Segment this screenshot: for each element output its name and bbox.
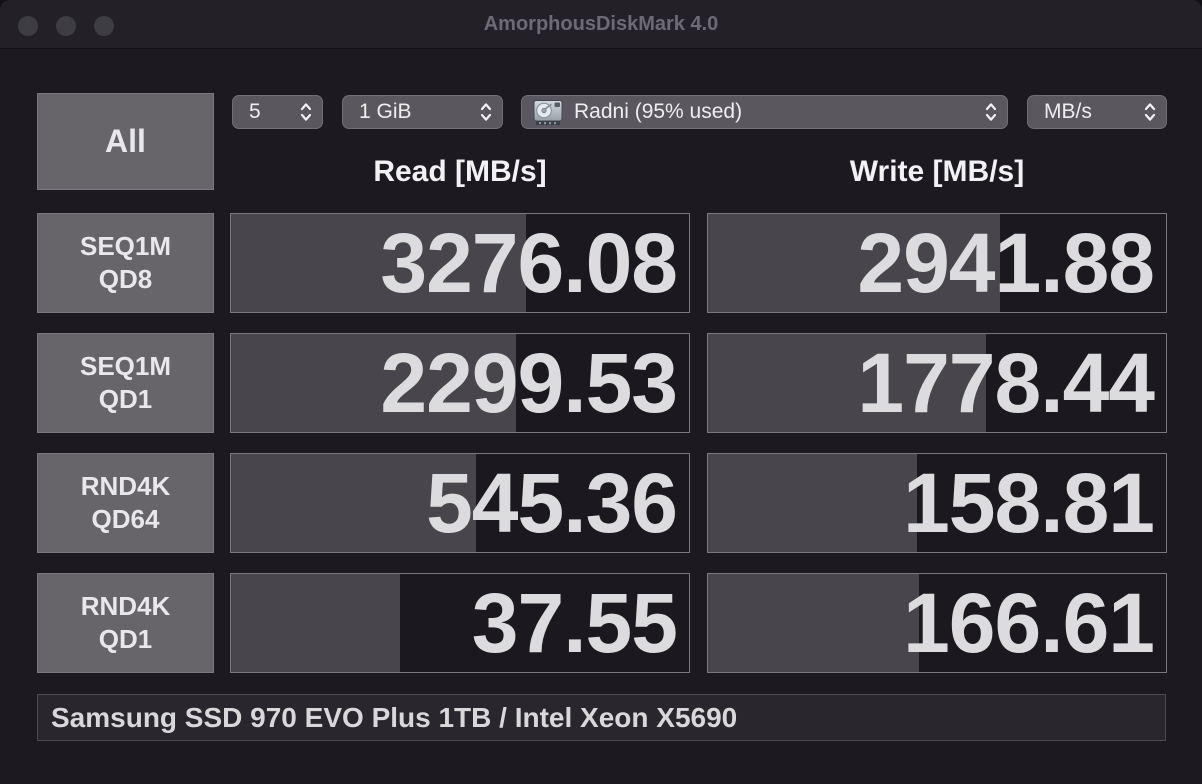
test-name: RND4K [80, 591, 171, 621]
queue-depth: QD1 [98, 384, 153, 414]
result-bar [708, 214, 1001, 312]
all-test-label: All [105, 123, 146, 159]
read-column-header: Read [MB/s] [373, 155, 547, 188]
test-name: RND4K [80, 471, 171, 501]
result-bar [231, 574, 400, 672]
result-value: 3276.08 [380, 216, 678, 310]
stepper-chevrons-icon [1144, 101, 1156, 123]
test-button-seq1m-qd8[interactable]: SEQ1M QD8 [37, 213, 214, 313]
result-cell-read-rnd4k-qd1: 37.55 [230, 573, 690, 673]
stepper-chevrons-icon [985, 101, 997, 123]
result-bar [708, 574, 919, 672]
zoom-button[interactable] [94, 16, 114, 36]
result-cell-write-rnd4k-qd64: 158.81 [707, 453, 1167, 553]
result-value: 37.55 [471, 576, 678, 670]
result-bar [231, 214, 527, 312]
result-value: 2299.53 [380, 336, 678, 430]
device-info-bar: Samsung SSD 970 EVO Plus 1TB / Intel Xeo… [37, 694, 1166, 741]
trial-count-value: 5 [249, 100, 261, 123]
unit-value: MB/s [1044, 100, 1092, 123]
window-title: AmorphousDiskMark 4.0 [483, 13, 719, 35]
result-value: 2941.88 [857, 216, 1155, 310]
test-button-seq1m-qd1[interactable]: SEQ1M QD1 [37, 333, 214, 433]
result-cell-write-seq1m-qd1: 1778.44 [707, 333, 1167, 433]
result-bar [708, 334, 986, 432]
titlebar: AmorphousDiskMark 4.0 [0, 0, 1202, 49]
result-value: 166.61 [903, 576, 1155, 670]
result-bar [231, 454, 476, 552]
test-name: SEQ1M [79, 231, 172, 261]
result-value: 1778.44 [857, 336, 1155, 430]
result-cell-read-rnd4k-qd64: 545.36 [230, 453, 690, 553]
all-test-button[interactable]: All [37, 93, 214, 190]
result-value: 545.36 [426, 456, 678, 550]
result-cell-write-rnd4k-qd1: 166.61 [707, 573, 1167, 673]
close-button[interactable] [18, 16, 38, 36]
trial-count-dropdown[interactable]: 5 [232, 95, 323, 129]
test-size-value: 1 GiB [359, 100, 412, 123]
queue-depth: QD1 [98, 624, 153, 654]
target-disk-value: Radni (95% used) [574, 100, 743, 123]
result-bar [708, 454, 918, 552]
stepper-chevrons-icon [480, 101, 492, 123]
result-cell-read-seq1m-qd8: 3276.08 [230, 213, 690, 313]
result-cell-write-seq1m-qd8: 2941.88 [707, 213, 1167, 313]
test-button-rnd4k-qd1[interactable]: RND4K QD1 [37, 573, 214, 673]
target-disk-dropdown[interactable]: Radni (95% used) [521, 95, 1008, 129]
test-name: SEQ1M [79, 351, 172, 381]
test-size-dropdown[interactable]: 1 GiB [342, 95, 503, 129]
result-cell-read-seq1m-qd1: 2299.53 [230, 333, 690, 433]
write-column-header: Write [MB/s] [849, 155, 1025, 188]
queue-depth: QD8 [98, 264, 153, 294]
stepper-chevrons-icon [300, 101, 312, 123]
queue-depth: QD64 [91, 504, 160, 534]
result-bar [231, 334, 517, 432]
device-info-text: Samsung SSD 970 EVO Plus 1TB / Intel Xeo… [51, 701, 738, 733]
test-button-rnd4k-qd64[interactable]: RND4K QD64 [37, 453, 214, 553]
result-value: 158.81 [903, 456, 1155, 550]
unit-dropdown[interactable]: MB/s [1027, 95, 1167, 129]
hard-drive-icon [533, 99, 563, 126]
minimize-button[interactable] [56, 16, 76, 36]
